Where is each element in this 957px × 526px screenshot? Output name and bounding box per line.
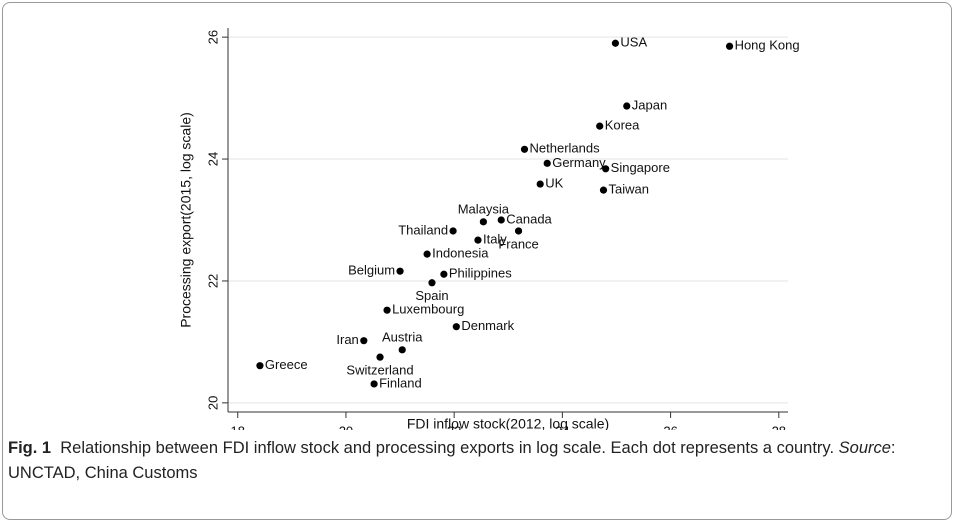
point-label: Netherlands [530,141,601,156]
point-label: Switzerland [346,363,413,378]
point-label: Denmark [461,318,514,333]
caption-source-text: : UNCTAD, China Customs [8,439,896,482]
point-label: Philippines [449,266,512,281]
point-label: Japan [632,97,667,112]
point-label: Malaysia [458,201,510,216]
point-label: Italy [483,232,507,247]
point [602,165,610,173]
point [514,227,523,235]
point [449,227,457,235]
caption-label: Fig. 1 [8,439,52,457]
point [440,270,448,278]
point-label: Iran [336,332,358,347]
x-tick-label: 26 [663,423,677,430]
y-tick-label: 22 [205,274,220,288]
point [398,346,406,354]
point-label: France [498,236,538,251]
y-axis-title: Processing export(2015, log scale) [178,112,194,328]
x-tick-label: 28 [772,423,786,430]
point-label: Indonesia [432,246,489,261]
point-label: UK [545,175,563,190]
point [452,323,460,331]
point-label: Taiwan [608,182,648,197]
point-label: Hong Kong [735,38,800,53]
figure-frame [2,2,952,520]
point [520,145,529,153]
point-label: Canada [506,211,552,226]
x-axis-title: FDI inflow stock(2012, log scale) [407,416,609,430]
point [428,279,436,287]
point [596,122,604,130]
point-label: Belgium [348,263,395,278]
point-label: Thailand [398,222,448,237]
caption: Fig. 1 Relationship between FDI inflow s… [8,436,938,486]
x-tick-label: 24 [555,423,569,430]
point [396,267,404,275]
point [599,186,608,194]
point-label: Germany [552,155,606,170]
point [376,353,384,361]
caption-text: Relationship between FDI inflow stock an… [60,439,835,457]
point [623,102,631,110]
point-label: Luxembourg [392,302,464,317]
point [479,218,487,226]
point-label: Greece [265,357,308,372]
caption-source-label: Source [838,439,891,457]
point [611,39,620,47]
x-tick-label: 20 [339,423,353,430]
point [474,236,482,244]
point [536,180,544,188]
chart: FDI inflow stock(2012, log scale) Proces… [178,28,800,430]
point [543,159,551,167]
point [360,337,368,345]
point [497,216,505,224]
x-tick-label: 22 [447,423,461,430]
point [256,362,264,370]
point [383,306,391,314]
point-label: Korea [605,118,640,133]
point-label: Singapore [611,160,670,175]
y-tick-label: 20 [205,396,220,410]
x-tick-label: 18 [231,423,245,430]
point-label: Finland [379,375,422,390]
point-label: Austria [382,329,423,344]
point [423,250,431,258]
y-tick-label: 26 [205,30,220,44]
point-label: Spain [415,288,448,303]
y-tick-label: 24 [205,152,220,166]
point [725,42,734,50]
point [370,380,378,388]
point-label: USA [620,35,647,50]
